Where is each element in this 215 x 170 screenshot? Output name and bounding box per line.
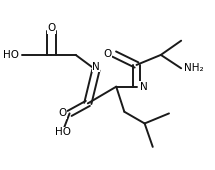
Text: O: O [58, 108, 66, 118]
Text: HO: HO [55, 127, 71, 137]
Text: N: N [92, 62, 100, 72]
Text: O: O [103, 49, 111, 59]
Text: HO: HO [3, 50, 19, 60]
Text: NH₂: NH₂ [184, 63, 204, 73]
Text: N: N [140, 82, 147, 92]
Text: O: O [47, 23, 55, 33]
